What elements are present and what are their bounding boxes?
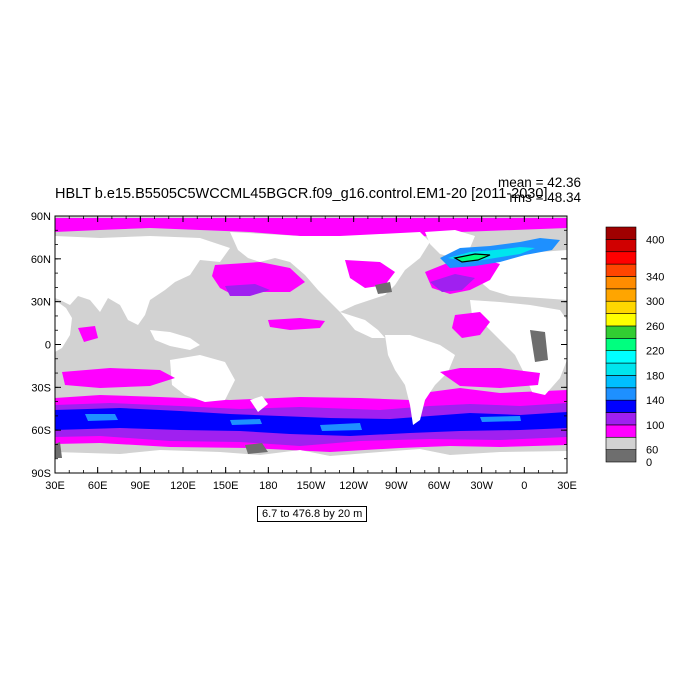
- colorbar-swatch: [605, 424, 637, 438]
- colorbar-swatch: [605, 288, 637, 302]
- north-pacific-purple: [225, 284, 270, 296]
- arabian-sea-patch: [78, 326, 98, 342]
- lon-tick-label: 90E: [131, 480, 151, 492]
- map-field: [55, 216, 567, 473]
- colorbar-label: 340: [646, 271, 664, 283]
- colorbar-label: 180: [646, 370, 664, 382]
- north-atlantic-purple: [430, 274, 475, 292]
- latitude-axis: 90N 60N 30N 0 30S 60S 90S: [31, 211, 567, 480]
- subtropical-atlantic-patch: [452, 312, 490, 338]
- colorbar-swatch: [605, 436, 637, 450]
- lat-tick-label: 60S: [31, 425, 51, 437]
- rms-label: rms = 48.34: [509, 190, 581, 205]
- indian-ocean-patch: [62, 368, 175, 388]
- lon-tick-label: 60W: [428, 480, 451, 492]
- mean-label: mean = 42.36: [498, 175, 581, 190]
- colorbar-label: 0: [646, 457, 652, 469]
- gulf-of-alaska-patch: [345, 260, 395, 288]
- australia-land: [170, 355, 235, 402]
- lat-tick-label: 30N: [31, 297, 51, 309]
- colorbar-swatch: [605, 412, 637, 426]
- colorbar-swatch: [605, 239, 637, 253]
- lon-tick-label: 150W: [297, 480, 326, 492]
- colorbar-label: 260: [646, 321, 664, 333]
- contour-info-box: 6.7 to 476.8 by 20 m: [257, 506, 368, 522]
- africa-east-land: [55, 300, 72, 352]
- colorbar-swatch: [605, 251, 637, 265]
- lon-tick-label: 90W: [385, 480, 408, 492]
- colorbar-label: 400: [646, 234, 664, 246]
- eurasia-land: [55, 236, 230, 325]
- lat-tick-label: 30S: [31, 382, 51, 394]
- labrador-sea-max: [453, 253, 491, 263]
- colorbar-swatch: [605, 338, 637, 351]
- southern-ocean-blue: [55, 408, 567, 436]
- colorbar-swatch: [605, 300, 637, 314]
- colorbar-swatch: [605, 276, 637, 290]
- lon-tick-label: 120E: [170, 480, 196, 492]
- central-america-land: [340, 312, 385, 338]
- africa-land: [470, 300, 567, 395]
- lat-tick-label: 60N: [31, 254, 51, 266]
- colorbar-swatch: [605, 325, 637, 339]
- lat-tick-label: 90N: [31, 211, 51, 223]
- lat-tick-label: 90S: [31, 468, 51, 480]
- colorbar-swatch: [605, 387, 637, 401]
- colorbar-swatch: [605, 362, 637, 376]
- colorbar-label: 140: [646, 395, 664, 407]
- lon-tick-label: 30E: [557, 480, 577, 492]
- south-atlantic-patch: [440, 368, 540, 388]
- lon-tick-label: 30E: [45, 480, 65, 492]
- colorbar-label: 220: [646, 346, 664, 358]
- equatorial-pacific-patch: [268, 318, 325, 330]
- colorbar-swatch: [605, 226, 637, 240]
- lon-tick-label: 60E: [88, 480, 108, 492]
- colorbar-label: 60: [646, 445, 658, 457]
- colorbar-swatch: [605, 399, 637, 413]
- maritime-continent: [150, 330, 200, 350]
- longitude-axis: 30E 60E 90E 120E 150E 180 150W 120W 90W 60W 30W 0 30…: [45, 216, 577, 492]
- colorbar-swatch: [605, 375, 637, 389]
- lon-tick-label: 0: [521, 480, 527, 492]
- colorbar-label: 300: [646, 296, 664, 308]
- south-america-land: [385, 335, 455, 425]
- lon-tick-label: 120W: [339, 480, 368, 492]
- lon-tick-label: 180: [259, 480, 277, 492]
- colorbar-swatch: [605, 263, 637, 277]
- lon-tick-label: 30W: [470, 480, 493, 492]
- colorbar-swatch: [605, 313, 637, 327]
- plot-title: HBLT b.e15.B5505C5WCCML45BGCR.f09_g16.co…: [55, 186, 548, 202]
- colorbar-swatch: [605, 449, 637, 463]
- colorbar-label: 100: [646, 420, 664, 432]
- lon-tick-label: 150E: [213, 480, 239, 492]
- new-zealand-land: [250, 396, 268, 412]
- lat-tick-label: 0: [45, 340, 51, 352]
- colorbar: 400 340 300 260 220 180 140 100 600: [605, 226, 664, 469]
- colorbar-swatch: [605, 350, 637, 364]
